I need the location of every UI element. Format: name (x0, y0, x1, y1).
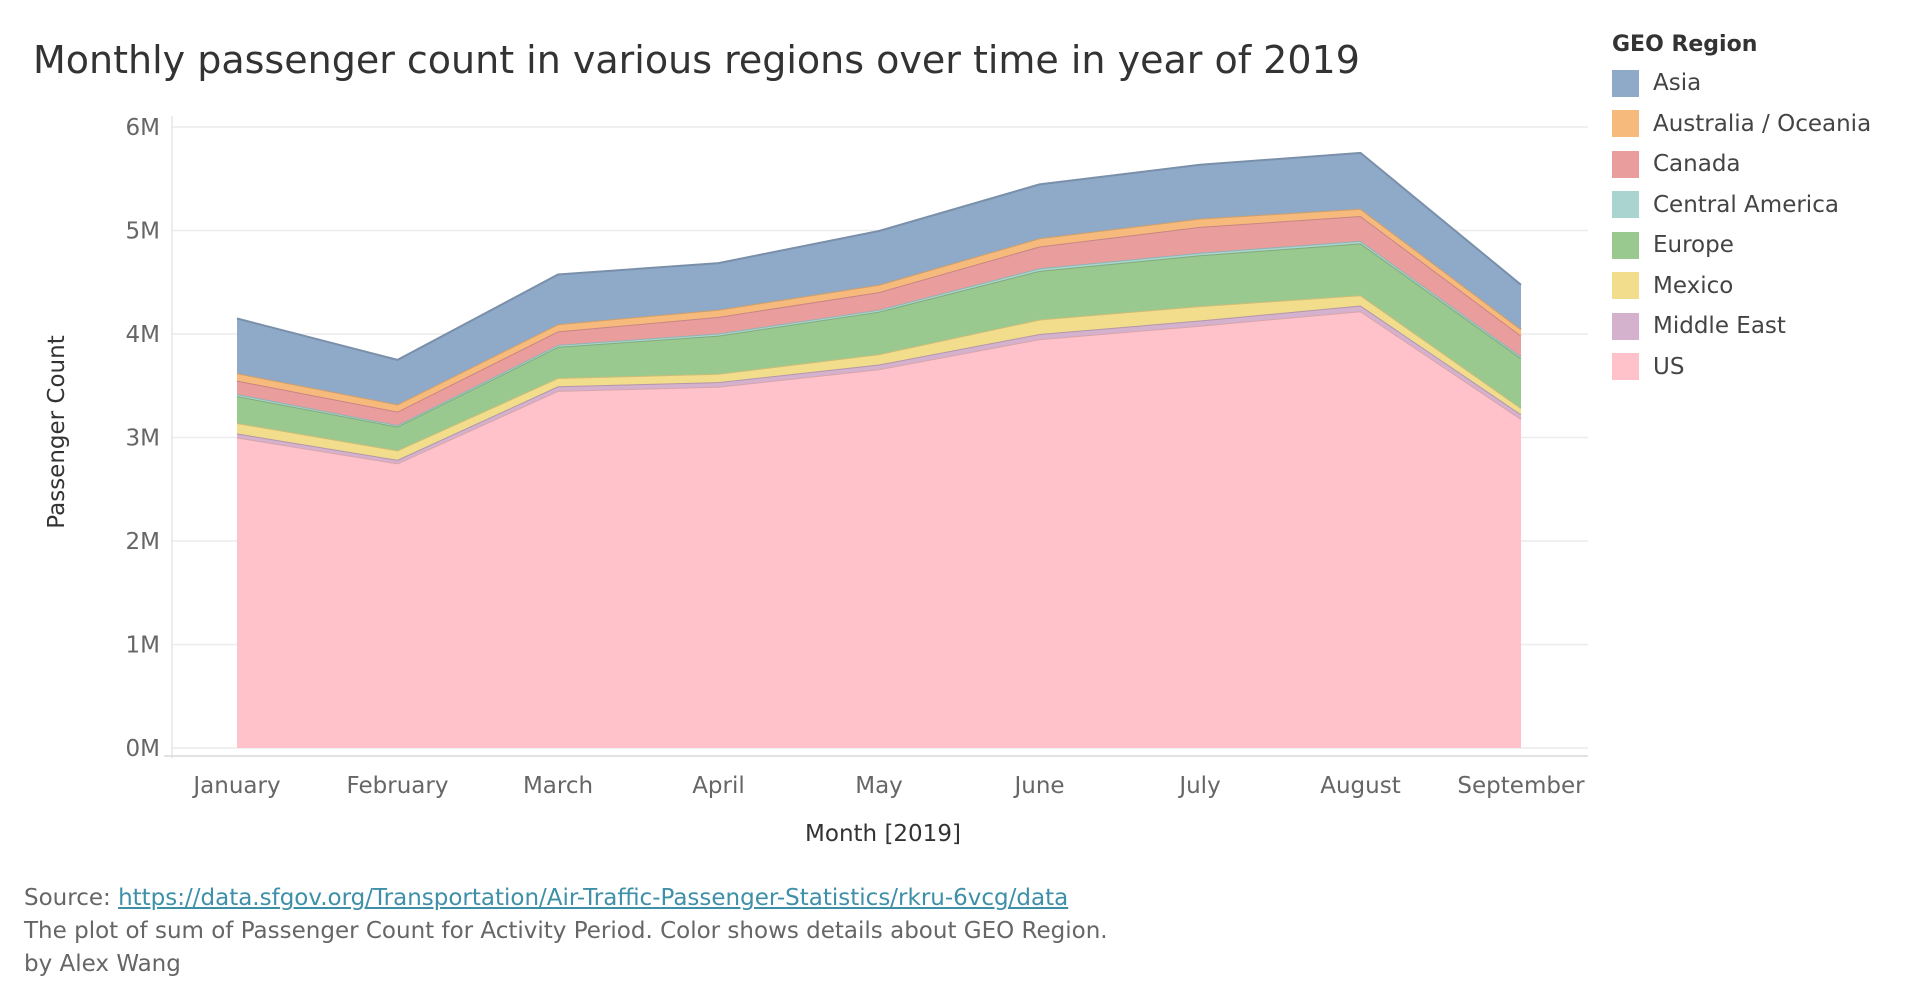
area-europe (237, 243, 1521, 451)
legend-item[interactable]: Middle East (1612, 306, 1912, 347)
legend-label: Central America (1653, 191, 1839, 218)
legend-item[interactable]: Europe (1612, 225, 1912, 266)
legend-label: Canada (1653, 151, 1741, 178)
legend-swatch (1612, 150, 1639, 178)
legend-swatch (1612, 312, 1639, 340)
x-tick-label: September (1457, 773, 1585, 799)
y-tick-label: 0M (126, 736, 160, 762)
legend-swatch (1612, 353, 1639, 381)
legend-item[interactable]: Canada (1612, 144, 1912, 185)
source-label: Source: (24, 885, 111, 911)
legend-item[interactable]: Australia / Oceania (1612, 104, 1912, 145)
legend-item[interactable]: Central America (1612, 185, 1912, 226)
x-tick-label: June (1012, 773, 1064, 799)
legend-label: Mexico (1653, 272, 1734, 299)
area-asia (237, 152, 1521, 405)
y-tick-label: 3M (126, 426, 160, 452)
y-tick-label: 2M (126, 529, 160, 555)
x-tick-label: March (523, 773, 593, 799)
legend-label: US (1653, 353, 1685, 380)
y-tick-label: 5M (126, 219, 160, 245)
y-tick-label: 4M (126, 322, 160, 348)
legend-swatch (1612, 231, 1639, 259)
footer: Source: https://data.sfgov.org/Transport… (24, 882, 1108, 981)
x-tick-label: May (855, 773, 903, 799)
legend-swatch (1612, 110, 1639, 138)
chart-title: Monthly passenger count in various regio… (33, 38, 1360, 82)
x-tick-label: February (347, 773, 449, 799)
legend-swatch (1612, 191, 1639, 219)
byline: by Alex Wang (24, 951, 181, 977)
chart-description: The plot of sum of Passenger Count for A… (24, 918, 1108, 944)
y-axis-title: Passenger Count (44, 335, 70, 528)
area-us (237, 311, 1521, 748)
x-axis-title: Month [2019] (805, 821, 961, 847)
y-tick-label: 6M (126, 115, 160, 141)
area-edge-asia (236, 151, 1522, 361)
x-tick-label: January (191, 773, 280, 799)
legend-label: Asia (1653, 70, 1702, 97)
legend-label: Middle East (1653, 313, 1786, 340)
legend-swatch (1612, 69, 1639, 97)
legend-title: GEO Region (1612, 32, 1758, 57)
x-tick-label: July (1177, 773, 1220, 799)
legend-label: Australia / Oceania (1653, 110, 1872, 137)
legend-item[interactable]: Asia (1612, 63, 1912, 104)
legend-label: Europe (1653, 232, 1734, 259)
legend: GEO Region Asia Australia / Oceania Canada… (1612, 32, 1912, 387)
x-tick-label: August (1320, 773, 1401, 799)
x-tick-label: April (692, 773, 745, 799)
legend-swatch (1612, 272, 1639, 300)
source-line: Source: https://data.sfgov.org/Transport… (24, 882, 1108, 915)
source-link[interactable]: https://data.sfgov.org/Transportation/Ai… (118, 885, 1069, 911)
legend-item[interactable]: Mexico (1612, 266, 1912, 307)
legend-item[interactable]: US (1612, 347, 1912, 388)
y-tick-label: 1M (126, 633, 160, 659)
